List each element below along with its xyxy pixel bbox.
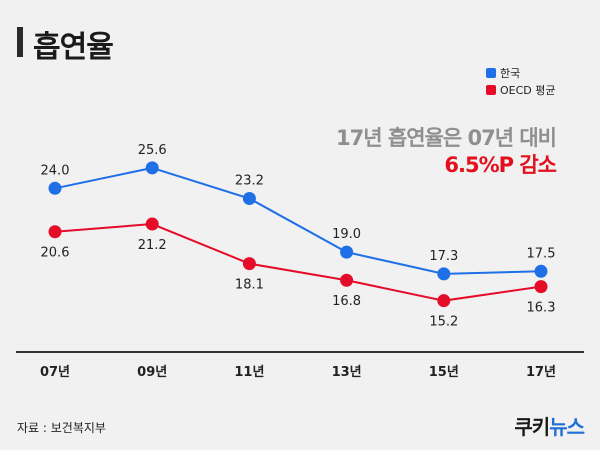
x-tick-label: 09년 (137, 365, 167, 380)
data-point-korea (242, 192, 256, 206)
logo-part-2: 뉴스 (549, 415, 585, 439)
headline: 17년 흡연율은 07년 대비 6.5%P 감소 (336, 125, 557, 179)
headline-line-2: 6.5%P 감소 (444, 153, 557, 177)
data-label-korea: 17.3 (429, 249, 458, 264)
x-tick-label: 11년 (234, 365, 264, 380)
series-line-oecd (54, 223, 542, 302)
headline-line-1: 17년 흡연율은 07년 대비 (336, 126, 557, 150)
data-label-oecd: 20.6 (41, 246, 70, 261)
legend: 한국 OECD 평균 (486, 64, 556, 98)
data-label-korea: 23.2 (235, 174, 264, 189)
logo-part-1: 쿠키 (514, 415, 550, 439)
x-tick-label: 17년 (526, 365, 556, 380)
brand-logo: 쿠키뉴스 (514, 411, 585, 440)
page-title: 흡연율 (33, 30, 114, 65)
source-note: 자료 : 보건복지부 (17, 421, 106, 435)
data-point-korea (437, 267, 451, 281)
data-point-korea (340, 245, 354, 259)
series-line-korea (54, 166, 542, 275)
data-point-oecd (437, 294, 451, 308)
data-point-oecd (534, 280, 548, 294)
x-tick-label: 15년 (429, 365, 459, 380)
title-accent-bar (17, 27, 23, 57)
data-label-korea: 19.0 (332, 227, 361, 242)
data-point-oecd (242, 257, 256, 271)
x-tick-label: 07년 (40, 365, 70, 380)
data-label-oecd: 15.2 (429, 315, 458, 330)
data-label-oecd: 16.3 (527, 301, 556, 316)
data-point-korea (48, 181, 62, 195)
data-point-oecd (340, 273, 354, 287)
data-label-oecd: 16.8 (332, 294, 361, 309)
legend-swatch-korea (486, 67, 496, 78)
legend-label-korea: 한국 (500, 66, 521, 80)
data-point-oecd (48, 225, 62, 239)
legend-swatch-oecd (486, 84, 496, 95)
data-label-oecd: 18.1 (235, 278, 264, 293)
legend-item-oecd: OECD 평균 (486, 81, 556, 98)
data-label-oecd: 21.2 (138, 238, 167, 253)
data-label-korea: 17.5 (527, 246, 556, 261)
legend-label-oecd: OECD 평균 (500, 83, 556, 97)
data-point-oecd (145, 217, 159, 231)
data-point-korea (534, 264, 548, 278)
data-label-korea: 24.0 (41, 163, 70, 178)
legend-item-korea: 한국 (486, 64, 556, 81)
data-label-korea: 25.6 (138, 143, 167, 158)
data-point-korea (145, 161, 159, 175)
x-tick-label: 13년 (332, 365, 362, 380)
